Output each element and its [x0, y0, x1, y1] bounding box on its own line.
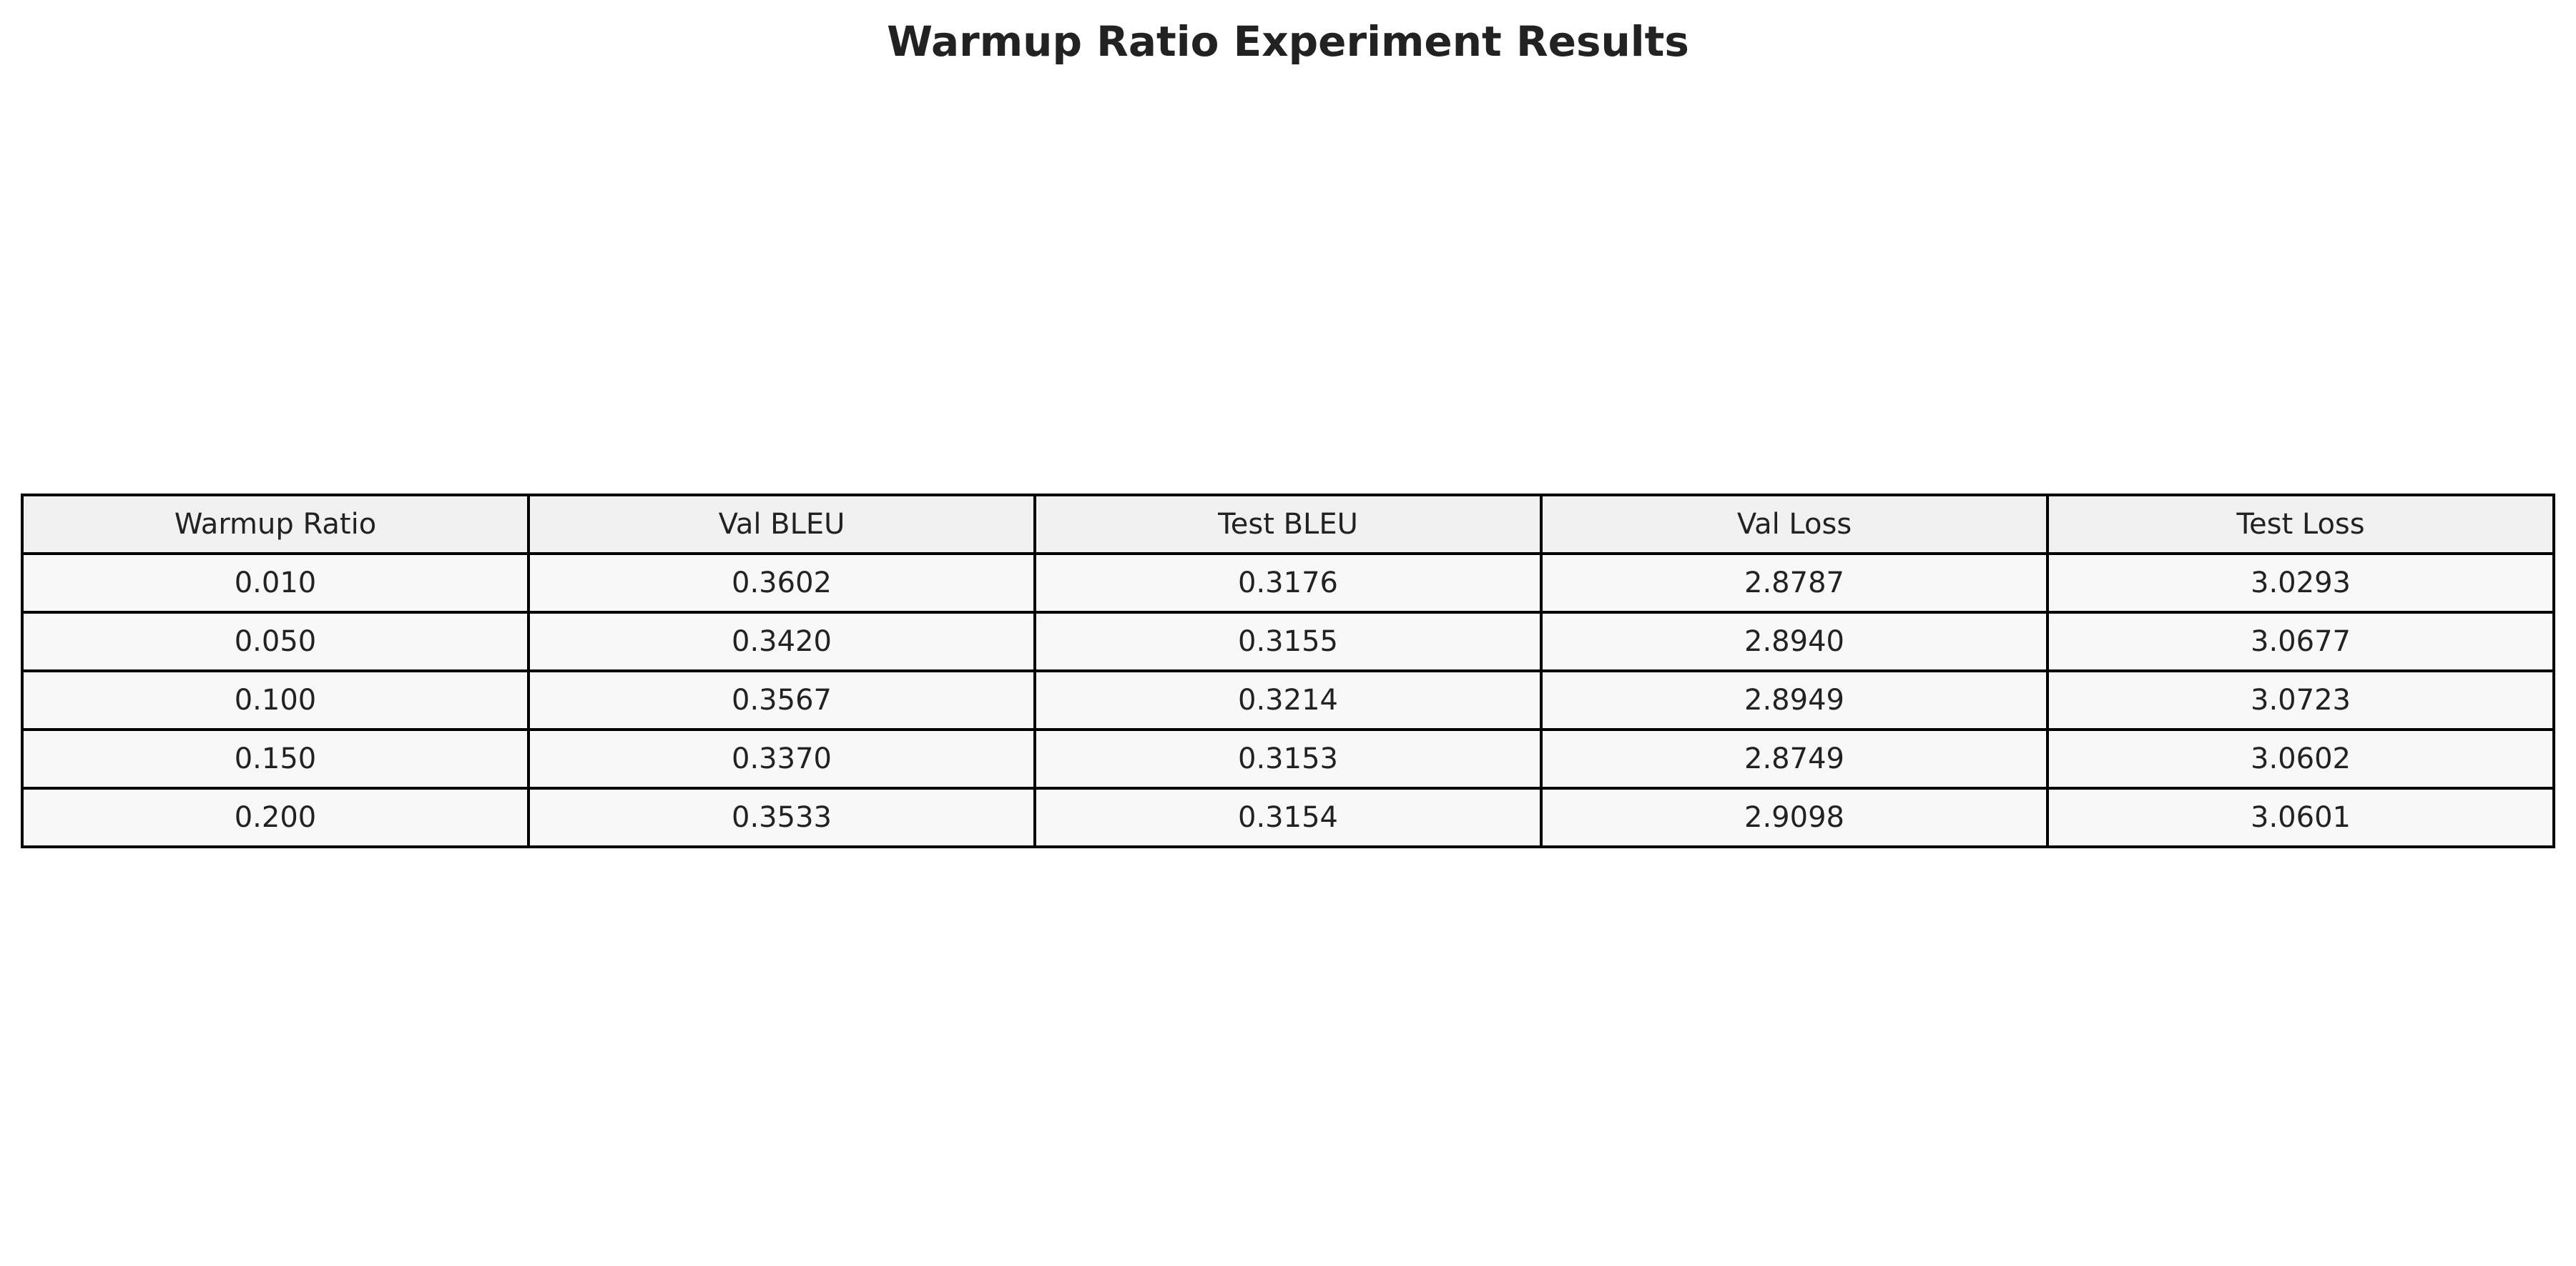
table-row: 0.050 0.3420 0.3155 2.8940 3.0677 — [21, 611, 2555, 672]
table-cell-val-bleu: 0.3567 — [527, 669, 1036, 731]
table-row: 0.200 0.3533 0.3154 2.9098 3.0601 — [21, 787, 2555, 848]
table-row: 0.010 0.3602 0.3176 2.8787 3.0293 — [21, 552, 2555, 614]
table-cell-test-loss: 3.0602 — [2046, 728, 2555, 790]
column-header-warmup-ratio: Warmup Ratio — [21, 494, 530, 555]
table-cell-val-loss: 2.9098 — [1540, 787, 2049, 848]
table-cell-val-bleu: 0.3420 — [527, 611, 1036, 672]
chart-title: Warmup Ratio Experiment Results — [887, 17, 1689, 66]
table-cell-val-bleu: 0.3533 — [527, 787, 1036, 848]
table-cell-warmup-ratio: 0.200 — [21, 787, 530, 848]
table-row: 0.100 0.3567 0.3214 2.8949 3.0723 — [21, 669, 2555, 731]
table-cell-warmup-ratio: 0.010 — [21, 552, 530, 614]
table-cell-test-bleu: 0.3176 — [1033, 552, 1543, 614]
table-cell-warmup-ratio: 0.050 — [21, 611, 530, 672]
table-cell-test-bleu: 0.3154 — [1033, 787, 1543, 848]
table-cell-test-loss: 3.0677 — [2046, 611, 2555, 672]
table-cell-val-bleu: 0.3602 — [527, 552, 1036, 614]
table-cell-val-loss: 2.8949 — [1540, 669, 2049, 731]
table-header-row: Warmup Ratio Val BLEU Test BLEU Val Loss… — [21, 494, 2555, 555]
table-cell-val-loss: 2.8940 — [1540, 611, 2049, 672]
table-cell-val-loss: 2.8787 — [1540, 552, 2049, 614]
column-header-test-loss: Test Loss — [2046, 494, 2555, 555]
column-header-val-loss: Val Loss — [1540, 494, 2049, 555]
table-cell-val-bleu: 0.3370 — [527, 728, 1036, 790]
table-cell-test-loss: 3.0601 — [2046, 787, 2555, 848]
table-row: 0.150 0.3370 0.3153 2.8749 3.0602 — [21, 728, 2555, 790]
table-cell-test-bleu: 0.3153 — [1033, 728, 1543, 790]
table-cell-test-bleu: 0.3155 — [1033, 611, 1543, 672]
table-cell-warmup-ratio: 0.150 — [21, 728, 530, 790]
table-cell-test-bleu: 0.3214 — [1033, 669, 1543, 731]
table-cell-test-loss: 3.0723 — [2046, 669, 2555, 731]
table-cell-val-loss: 2.8749 — [1540, 728, 2049, 790]
results-table: Warmup Ratio Val BLEU Test BLEU Val Loss… — [21, 494, 2555, 848]
table-cell-test-loss: 3.0293 — [2046, 552, 2555, 614]
column-header-test-bleu: Test BLEU — [1033, 494, 1543, 555]
column-header-val-bleu: Val BLEU — [527, 494, 1036, 555]
table-cell-warmup-ratio: 0.100 — [21, 669, 530, 731]
